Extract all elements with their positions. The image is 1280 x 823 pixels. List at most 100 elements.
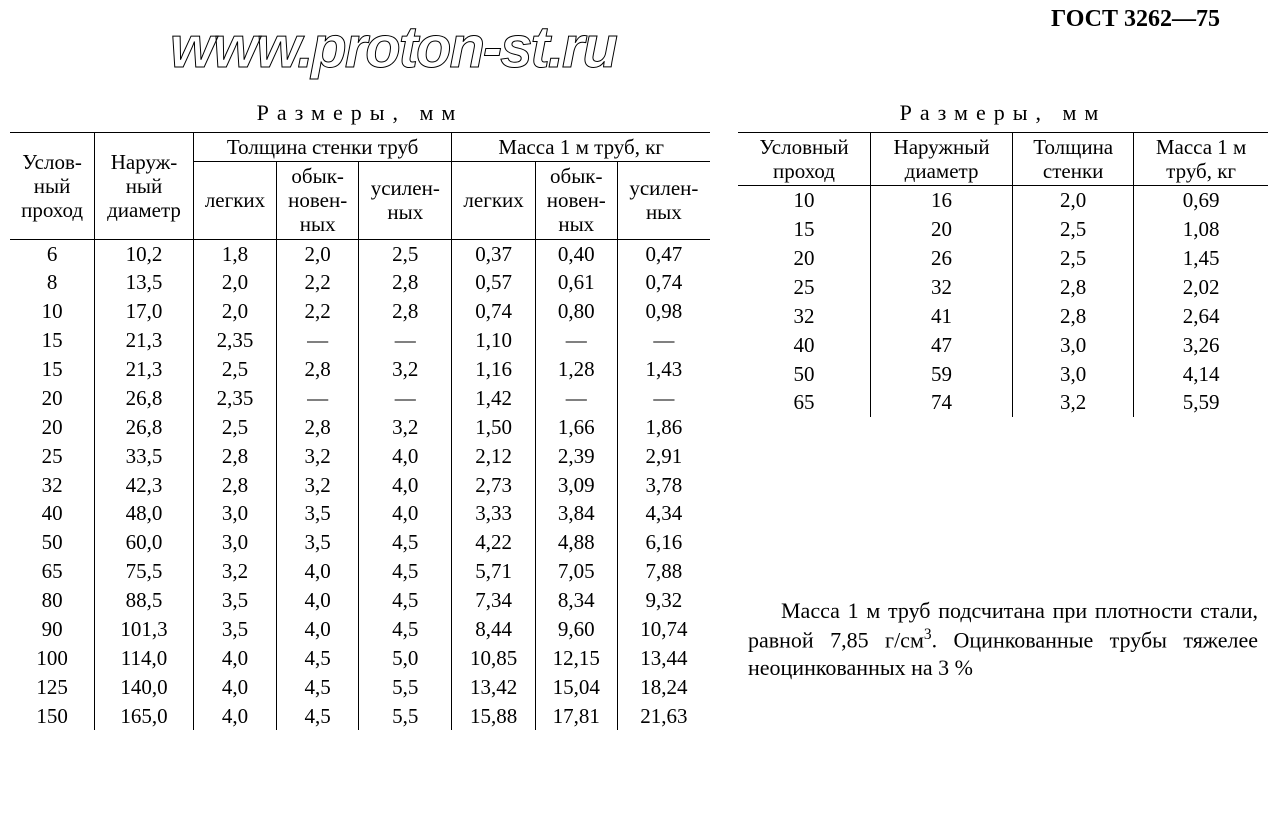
table-cell: 8,44 — [452, 615, 535, 644]
th-naruzh: Наруж-ныйдиаметр — [95, 133, 194, 240]
table-cell: 6 — [10, 239, 95, 268]
table-cell: 1,28 — [535, 355, 617, 384]
table-cell: — — [535, 384, 617, 413]
table-cell: 9,60 — [535, 615, 617, 644]
table-cell: 0,80 — [535, 297, 617, 326]
table-cell: 4,5 — [277, 673, 359, 702]
table-cell: 1,45 — [1134, 244, 1268, 273]
table-cell: 125 — [10, 673, 95, 702]
table-cell: 20 — [10, 413, 95, 442]
table-cell: 26,8 — [95, 384, 194, 413]
table-cell: 4,0 — [277, 586, 359, 615]
table-row: 10162,00,69 — [738, 186, 1268, 215]
table-cell: 6,16 — [617, 528, 710, 557]
table-cell: 90 — [10, 615, 95, 644]
table-cell: 4,0 — [193, 673, 276, 702]
table-cell: 8 — [10, 268, 95, 297]
table-cell: 4,0 — [277, 557, 359, 586]
table-cell: 0,69 — [1134, 186, 1268, 215]
table-cell: 25 — [738, 273, 871, 302]
table-cell: 32 — [871, 273, 1013, 302]
table-cell: 2,8 — [1013, 273, 1134, 302]
table-cell: 1,8 — [193, 239, 276, 268]
th-uslov: Услов-ныйпроход — [10, 133, 95, 240]
table-cell: 75,5 — [95, 557, 194, 586]
note-super: 3 — [924, 626, 932, 643]
footnote: Масса 1 м труб подсчитана при плотности … — [738, 597, 1268, 681]
table-cell: 10,74 — [617, 615, 710, 644]
table-cell: 41 — [871, 302, 1013, 331]
table-cell: 7,88 — [617, 557, 710, 586]
table-cell: 0,61 — [535, 268, 617, 297]
table-cell: 18,24 — [617, 673, 710, 702]
left-caption: Размеры, мм — [10, 100, 710, 126]
right-table-block: Размеры, мм Условныйпроход Наружныйдиаме… — [738, 100, 1268, 703]
table-cell: 0,47 — [617, 239, 710, 268]
table-cell: 3,0 — [1013, 360, 1134, 389]
table-cell: 4,5 — [359, 615, 452, 644]
table-cell: 2,39 — [535, 442, 617, 471]
table-cell: 2,2 — [277, 268, 359, 297]
table-cell: 3,2 — [359, 355, 452, 384]
table-cell: 3,0 — [1013, 331, 1134, 360]
table-row: 2026,82,52,83,21,501,661,86 — [10, 413, 710, 442]
th-r2: Наружныйдиаметр — [871, 133, 1013, 186]
table-cell: 1,16 — [452, 355, 535, 384]
table-row: 15202,51,08 — [738, 215, 1268, 244]
table-row: 1521,32,35——1,10—— — [10, 326, 710, 355]
table-cell: 4,5 — [359, 557, 452, 586]
table-cell: 0,74 — [617, 268, 710, 297]
table-row: 125140,04,04,55,513,4215,0418,24 — [10, 673, 710, 702]
table-cell: 25 — [10, 442, 95, 471]
table-cell: 0,74 — [452, 297, 535, 326]
table-cell: 2,0 — [193, 297, 276, 326]
th-ord2: обык-новен-ных — [535, 162, 617, 239]
th-ord1: обык-новен-ных — [277, 162, 359, 239]
table-row: 5060,03,03,54,54,224,886,16 — [10, 528, 710, 557]
table-cell: 5,71 — [452, 557, 535, 586]
table-cell: 4,5 — [277, 702, 359, 731]
table-cell: 65 — [738, 388, 871, 417]
table-cell: 42,3 — [95, 471, 194, 500]
table-cell: 2,02 — [1134, 273, 1268, 302]
table-cell: 3,5 — [193, 615, 276, 644]
th-light2: легких — [452, 162, 535, 239]
table-cell: 101,3 — [95, 615, 194, 644]
table-cell: 48,0 — [95, 499, 194, 528]
th-r4: Масса 1 мтруб, кг — [1134, 133, 1268, 186]
table-cell: 47 — [871, 331, 1013, 360]
table-cell: 4,5 — [277, 644, 359, 673]
table-row: 2533,52,83,24,02,122,392,91 — [10, 442, 710, 471]
table-cell: 60,0 — [95, 528, 194, 557]
table-cell: 5,59 — [1134, 388, 1268, 417]
left-table-block: Размеры, мм Услов-ныйпроход Наруж-ныйдиа… — [10, 100, 710, 730]
table-row: 25322,82,02 — [738, 273, 1268, 302]
table-cell: 32 — [10, 471, 95, 500]
table-cell: 1,10 — [452, 326, 535, 355]
table-cell: 2,73 — [452, 471, 535, 500]
table-cell: — — [617, 384, 710, 413]
table-cell: 4,5 — [359, 528, 452, 557]
table-cell: 0,57 — [452, 268, 535, 297]
table-cell: 1,08 — [1134, 215, 1268, 244]
table-cell: — — [359, 384, 452, 413]
table-cell: 2,5 — [1013, 215, 1134, 244]
table-cell: 3,2 — [193, 557, 276, 586]
table-cell: 26 — [871, 244, 1013, 273]
table-cell: 1,43 — [617, 355, 710, 384]
table-cell: 21,3 — [95, 355, 194, 384]
table-row: 100114,04,04,55,010,8512,1513,44 — [10, 644, 710, 673]
table-row: 90101,33,54,04,58,449,6010,74 — [10, 615, 710, 644]
table-cell: 3,5 — [193, 586, 276, 615]
right-table: Условныйпроход Наружныйдиаметр Толщинаст… — [738, 132, 1268, 417]
table-cell: 17,0 — [95, 297, 194, 326]
table-cell: — — [277, 384, 359, 413]
table-cell: 59 — [871, 360, 1013, 389]
table-cell: 7,34 — [452, 586, 535, 615]
table-cell: 15 — [10, 326, 95, 355]
table-cell: 3,2 — [277, 442, 359, 471]
table-cell: 5,0 — [359, 644, 452, 673]
table-cell: 2,0 — [277, 239, 359, 268]
table-cell: 7,05 — [535, 557, 617, 586]
table-cell: 1,66 — [535, 413, 617, 442]
